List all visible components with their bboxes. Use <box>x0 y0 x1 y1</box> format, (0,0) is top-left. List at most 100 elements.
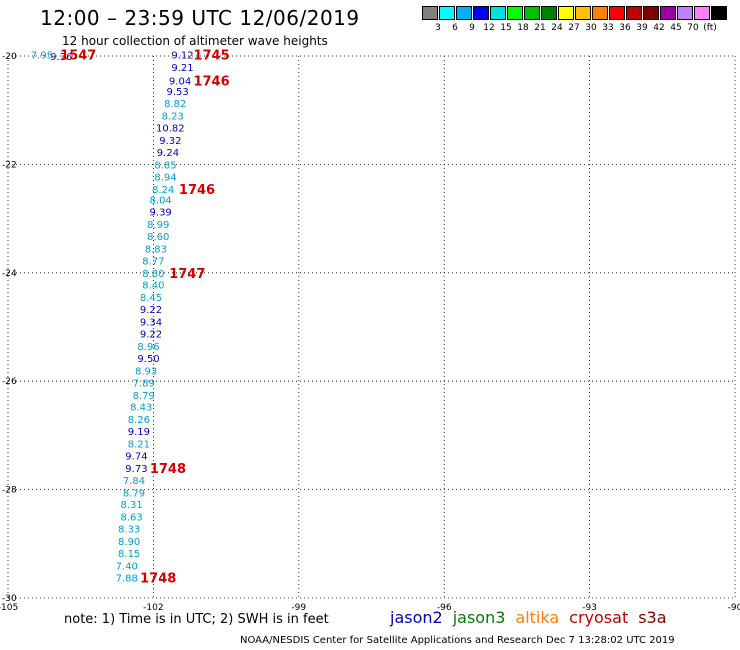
lon-tick-label: -96 <box>437 603 452 613</box>
wave-height-value: 9.39 <box>150 208 172 219</box>
color-swatch <box>575 6 591 20</box>
pass-time-label: 1748 <box>140 571 176 586</box>
wave-height-value: 9.50 <box>137 354 159 365</box>
wave-height-value: 8.63 <box>120 513 142 524</box>
legend-entry-cryosat: cryosat <box>569 608 629 627</box>
wave-height-value: 9.19 <box>128 427 150 438</box>
wave-height-value: 8.24 <box>152 185 174 196</box>
wave-height-value: 9.74 <box>125 451 147 462</box>
wave-height-value: 8.99 <box>147 220 169 231</box>
wave-height-value: 9.34 <box>140 318 162 329</box>
lat-tick-label: -28 <box>2 486 17 496</box>
wave-height-value: 8.04 <box>150 196 172 207</box>
wave-height-value: 8.21 <box>128 440 150 451</box>
wave-height-value: 9.36 <box>50 52 72 63</box>
wave-height-value: 8.94 <box>154 172 176 183</box>
color-swatch <box>422 6 438 20</box>
pass-time-label: 1745 <box>193 48 229 63</box>
color-swatch <box>609 6 625 20</box>
wave-height-value: 8.79 <box>123 488 145 499</box>
wave-height-value: 7.84 <box>123 476 145 487</box>
color-swatch <box>456 6 472 20</box>
color-swatch <box>541 6 557 20</box>
lat-tick-label: -22 <box>2 160 17 170</box>
wave-height-value: 8.60 <box>147 232 169 243</box>
color-scale-label: 15 <box>500 23 512 33</box>
color-scale-label: 21 <box>534 23 546 33</box>
wave-height-value: 8.77 <box>142 256 164 267</box>
pass-time-label: 1747 <box>169 267 205 282</box>
wave-height-value: 9.53 <box>167 87 189 98</box>
color-scale-label: 9 <box>469 23 475 33</box>
map-subtitle: 12 hour collection of altimeter wave hei… <box>62 34 328 48</box>
color-scale-label: 39 <box>636 23 648 33</box>
wave-height-value: 9.24 <box>157 148 179 159</box>
lon-tick-label: -90 <box>728 603 740 613</box>
wave-height-value: 8.96 <box>137 342 159 353</box>
lat-tick-label: -30 <box>2 594 17 604</box>
color-scale-label: 42 <box>653 23 665 33</box>
color-swatch <box>694 6 710 20</box>
color-swatch <box>626 6 642 20</box>
color-swatch <box>592 6 608 20</box>
color-scale-label: 24 <box>551 23 563 33</box>
color-swatch <box>660 6 676 20</box>
pass-time-label: 1746 <box>193 74 229 89</box>
wave-height-value: 8.82 <box>164 99 186 110</box>
color-scale-label: 70 <box>687 23 699 33</box>
color-scale-label: 12 <box>483 23 495 33</box>
wave-height-value: 7.88 <box>116 573 138 584</box>
pass-time-label: 1547 <box>60 48 96 63</box>
wave-height-value: 8.45 <box>140 293 162 304</box>
lon-tick-label: -99 <box>291 603 306 613</box>
color-scale-label: 45 <box>670 23 682 33</box>
legend-entry-jason2: jason2 <box>390 608 443 627</box>
wave-height-value: 10.82 <box>156 124 185 135</box>
wave-height-value: 8.33 <box>118 525 140 536</box>
color-swatch <box>439 6 455 20</box>
wave-height-value: 8.79 <box>133 391 155 402</box>
map-title: 12:00 – 23:59 UTC 12/06/2019 <box>40 6 360 30</box>
wave-height-value: 8.83 <box>145 244 167 255</box>
lat-tick-label: -20 <box>2 52 17 62</box>
wave-height-value: 7.40 <box>116 561 138 572</box>
pass-time-label: 1748 <box>150 462 186 477</box>
color-scale-label: 6 <box>452 23 458 33</box>
pass-time-labels: 1547 1745 1746 1746 1747 1748 1748 <box>60 48 229 586</box>
wave-height-points: 9.367.95 9.129.219.049.538.828.2310.829.3… <box>31 50 194 584</box>
color-scale-label: (ft) <box>703 23 717 33</box>
footer-credit: NOAA/NESDIS Center for Satellite Applica… <box>240 635 675 646</box>
wave-height-value: 8.40 <box>142 281 164 292</box>
wave-height-value: 8.85 <box>154 160 176 171</box>
wave-height-value: 8.23 <box>162 112 184 123</box>
lon-tick-label: -102 <box>143 603 163 613</box>
lon-tick-label: -105 <box>0 603 18 613</box>
color-scale-label: 3 <box>435 23 441 33</box>
lat-tick-label: -26 <box>2 377 17 387</box>
wave-height-value: 9.22 <box>140 305 162 316</box>
wave-height-value: 8.31 <box>120 500 142 511</box>
axis-labels: -20 -22 -24 -26 -28 -30-105 -102 -99 -96 -93 -90 <box>0 52 740 613</box>
color-scale-label: 27 <box>568 23 580 33</box>
lat-tick-label: -24 <box>2 269 17 279</box>
color-swatch <box>473 6 489 20</box>
wave-height-value: 8.26 <box>128 415 150 426</box>
legend-entry-s3a: s3a <box>638 608 667 627</box>
wave-height-value: 9.22 <box>140 330 162 341</box>
color-swatch <box>711 6 727 20</box>
wave-height-value: 8.15 <box>118 549 140 560</box>
color-swatch <box>643 6 659 20</box>
wave-height-value: 9.73 <box>125 464 147 475</box>
color-swatch <box>524 6 540 20</box>
wave-height-value: 7.95 <box>31 50 53 61</box>
color-swatch <box>677 6 693 20</box>
color-swatch <box>558 6 574 20</box>
wave-height-value: 7.89 <box>133 378 155 389</box>
wave-height-value: 9.12 <box>171 50 193 61</box>
wave-height-value: 8.43 <box>130 403 152 414</box>
wave-height-value: 9.32 <box>159 136 181 147</box>
map-grid <box>7 55 736 599</box>
color-scale-label: 18 <box>517 23 529 33</box>
wave-height-value: 8.90 <box>118 537 140 548</box>
